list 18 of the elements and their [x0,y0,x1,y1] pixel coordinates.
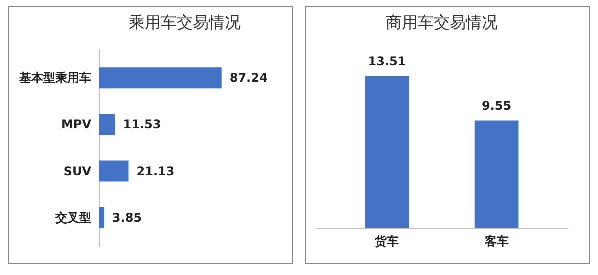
chart-title: 商用车交易情况 [386,13,498,32]
data-label: 87.24 [230,71,268,86]
bar [99,160,129,182]
y-tick-label: 基本型乘用车 [18,71,92,86]
data-label: 9.55 [482,98,512,113]
x-tick-label: 客车 [484,234,509,248]
bar [99,114,116,136]
data-label: 21.13 [136,164,175,178]
x-tick-label: 货车 [374,234,400,248]
data-label: 11.53 [123,118,162,132]
y-tick-label: 交叉型 [54,210,92,225]
chart-title: 乘用车交易情况 [129,13,241,32]
y-tick-label: MPV [61,118,92,132]
y-tick-label: SUV [64,164,92,178]
bar [99,207,104,228]
bar [99,68,222,89]
data-label: 3.85 [112,210,142,225]
data-label: 13.51 [368,54,406,68]
